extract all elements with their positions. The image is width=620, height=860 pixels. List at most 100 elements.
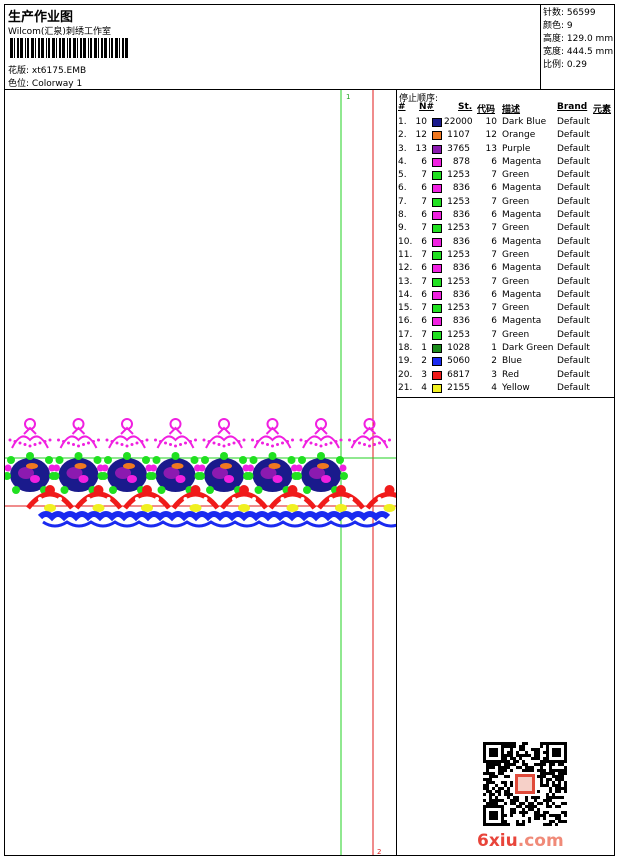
col-code: 代码 [477, 105, 496, 115]
colorway-line: 色位: Colorway 1 [8, 76, 82, 89]
sequence-row: 18. 1 1028 1 Dark Green Default [397, 343, 614, 356]
row-code: 7 [491, 276, 497, 287]
row-description: Magenta [502, 210, 542, 221]
production-sheet: 生产作业图 Wilcom(汇泉)刺绣工作室 花版: xt6175.EMB 色位:… [4, 4, 615, 856]
colorway-value: Colorway 1 [31, 79, 83, 89]
row-description: Red [502, 369, 520, 380]
col-idx: # [398, 102, 406, 112]
color-swatch [432, 290, 442, 300]
row-brand: Default [557, 289, 590, 300]
row-code: 6 [491, 236, 497, 247]
row-index: 20. [398, 369, 413, 380]
sequence-row: 5. 7 1253 7 Green Default [397, 170, 614, 183]
row-code: 7 [491, 303, 497, 314]
row-needle: 13 [415, 143, 427, 154]
row-code: 6 [491, 316, 497, 327]
row-description: Green [502, 170, 530, 181]
color-swatch [432, 171, 442, 181]
sequence-row: 4. 6 878 6 Magenta Default [397, 157, 614, 170]
sequence-row: 17. 7 1253 7 Green Default [397, 330, 614, 343]
color-swatch [432, 277, 442, 287]
row-stitches: 836 [452, 263, 470, 274]
sequence-row: 19. 2 5060 2 Blue Default [397, 356, 614, 369]
row-needle: 3 [421, 369, 427, 380]
row-stitches: 1028 [447, 343, 470, 354]
row-stitches: 1253 [447, 303, 470, 314]
row-brand: Default [557, 143, 590, 154]
embroidery-design: 1 2 [5, 90, 396, 855]
row-needle: 6 [421, 289, 427, 300]
row-index: 2. [398, 130, 407, 141]
row-description: Blue [502, 356, 522, 367]
row-index: 6. [398, 183, 407, 194]
color-swatch [432, 237, 442, 247]
row-index: 1. [398, 117, 407, 127]
color-swatch [432, 357, 442, 367]
sequence-row: 7. 7 1253 7 Green Default [397, 197, 614, 210]
row-code: 2 [491, 356, 497, 367]
row-needle: 7 [421, 329, 427, 340]
row-description: Dark Blue [502, 117, 547, 127]
row-index: 7. [398, 196, 407, 207]
row-description: Green [502, 196, 530, 207]
stat-scale: 比例: 0.29 [543, 60, 587, 70]
row-description: Magenta [502, 236, 542, 247]
sequence-row: 20. 3 6817 3 Red Default [397, 370, 614, 383]
qr-code-icon [483, 742, 567, 826]
color-swatch [432, 383, 442, 393]
color-swatch [432, 211, 442, 221]
sheet-title: 生产作业图 [8, 10, 74, 25]
row-description: Green [502, 223, 530, 234]
color-swatch [432, 131, 442, 141]
row-stitches: 836 [452, 183, 470, 194]
stat-stitches: 针数: 56599 [543, 8, 596, 18]
sequence-row: 8. 6 836 6 Magenta Default [397, 210, 614, 223]
row-description: Green [502, 303, 530, 314]
guide-label-1: 1 [346, 93, 350, 101]
row-brand: Default [557, 183, 590, 194]
color-swatch [432, 157, 442, 167]
color-swatch [432, 370, 442, 380]
design-stats: 针数: 56599 颜色: 9 高度: 129.0 mm 宽度: 444.5 m… [543, 7, 613, 72]
row-brand: Default [557, 276, 590, 287]
row-brand: Default [557, 130, 590, 141]
table-divider [397, 397, 614, 398]
sequence-row: 9. 7 1253 7 Green Default [397, 223, 614, 236]
row-stitches: 836 [452, 210, 470, 221]
row-code: 4 [491, 382, 497, 393]
row-code: 7 [491, 329, 497, 340]
row-needle: 6 [421, 263, 427, 274]
col-brand: Brand [557, 102, 588, 112]
row-needle: 10 [415, 117, 427, 127]
row-index: 16. [398, 316, 413, 327]
row-stitches: 1253 [447, 196, 470, 207]
row-stitches: 836 [452, 289, 470, 300]
row-code: 10 [485, 117, 497, 127]
row-needle: 4 [421, 382, 427, 393]
row-brand: Default [557, 356, 590, 367]
row-index: 8. [398, 210, 407, 221]
sequence-row: 13. 7 1253 7 Green Default [397, 277, 614, 290]
row-brand: Default [557, 117, 590, 127]
row-stitches: 22000 [444, 117, 473, 127]
row-index: 4. [398, 156, 407, 167]
row-index: 12. [398, 263, 413, 274]
sheet-header: 生产作业图 Wilcom(汇泉)刺绣工作室 花版: xt6175.EMB 色位:… [5, 5, 614, 90]
row-description: Green [502, 329, 530, 340]
row-needle: 6 [421, 183, 427, 194]
stat-colors: 颜色: 9 [543, 21, 573, 31]
row-stitches: 1107 [447, 130, 470, 141]
row-stitches: 1253 [447, 276, 470, 287]
row-brand: Default [557, 236, 590, 247]
row-code: 6 [491, 183, 497, 194]
header-info: 生产作业图 Wilcom(汇泉)刺绣工作室 花版: xt6175.EMB 色位:… [5, 5, 541, 89]
row-description: Green [502, 276, 530, 287]
row-stitches: 3765 [447, 143, 470, 154]
row-needle: 7 [421, 276, 427, 287]
color-swatch [432, 264, 442, 274]
row-index: 15. [398, 303, 413, 314]
color-swatch [432, 197, 442, 207]
row-brand: Default [557, 196, 590, 207]
row-code: 6 [491, 210, 497, 221]
row-index: 21. [398, 382, 413, 393]
